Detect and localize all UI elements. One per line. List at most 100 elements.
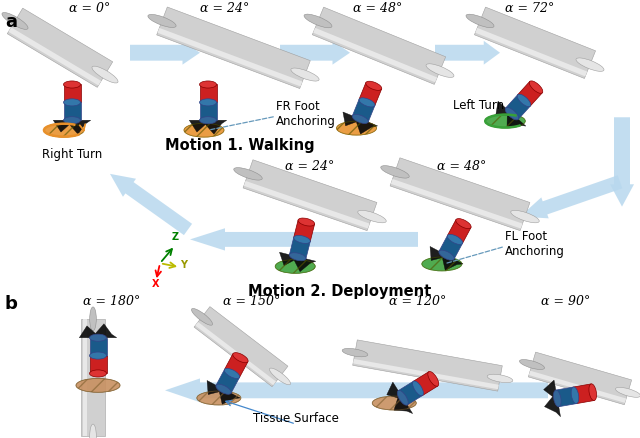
Ellipse shape <box>372 396 416 410</box>
Ellipse shape <box>554 390 561 407</box>
Polygon shape <box>194 307 288 387</box>
Ellipse shape <box>76 378 120 392</box>
Ellipse shape <box>233 353 248 363</box>
Polygon shape <box>476 28 588 76</box>
Polygon shape <box>398 381 422 405</box>
Text: α = 48°: α = 48° <box>353 2 403 15</box>
Polygon shape <box>447 220 471 244</box>
Polygon shape <box>430 247 463 270</box>
Ellipse shape <box>291 68 319 81</box>
Polygon shape <box>529 371 626 403</box>
Polygon shape <box>573 384 594 403</box>
Ellipse shape <box>422 257 462 271</box>
Ellipse shape <box>200 81 216 88</box>
Polygon shape <box>110 174 192 235</box>
Ellipse shape <box>466 14 494 28</box>
Ellipse shape <box>304 14 332 28</box>
Text: Y: Y <box>180 260 188 270</box>
Polygon shape <box>157 28 302 86</box>
Polygon shape <box>610 117 634 207</box>
Polygon shape <box>353 340 502 391</box>
Text: α = 24°: α = 24° <box>200 2 250 15</box>
Ellipse shape <box>2 13 28 29</box>
Ellipse shape <box>616 387 640 397</box>
Ellipse shape <box>184 123 224 137</box>
Polygon shape <box>413 372 438 396</box>
Text: α = 120°: α = 120° <box>389 295 447 308</box>
Ellipse shape <box>63 99 81 106</box>
Polygon shape <box>216 370 239 393</box>
Polygon shape <box>90 356 106 374</box>
Polygon shape <box>207 381 240 404</box>
Text: Left Turn: Left Turn <box>453 99 504 112</box>
Ellipse shape <box>529 81 543 93</box>
Ellipse shape <box>234 168 262 180</box>
Text: α = 0°: α = 0° <box>69 2 111 15</box>
Polygon shape <box>130 41 200 65</box>
Ellipse shape <box>426 64 454 78</box>
Polygon shape <box>556 387 577 407</box>
Ellipse shape <box>63 81 81 88</box>
Ellipse shape <box>200 99 216 106</box>
Polygon shape <box>53 120 91 134</box>
Ellipse shape <box>511 210 540 223</box>
Ellipse shape <box>275 259 316 273</box>
Ellipse shape <box>485 114 525 128</box>
Polygon shape <box>7 8 113 87</box>
Ellipse shape <box>358 210 386 223</box>
Polygon shape <box>312 7 445 85</box>
Ellipse shape <box>63 117 81 124</box>
Polygon shape <box>157 7 310 88</box>
Ellipse shape <box>505 107 518 120</box>
Text: FR Foot
Anchoring: FR Foot Anchoring <box>276 100 336 128</box>
Text: a: a <box>5 13 17 31</box>
Ellipse shape <box>148 14 176 28</box>
Polygon shape <box>435 41 500 65</box>
Polygon shape <box>520 175 622 219</box>
Ellipse shape <box>90 307 96 331</box>
Ellipse shape <box>289 253 306 261</box>
Polygon shape <box>313 28 437 82</box>
Ellipse shape <box>191 308 212 325</box>
Ellipse shape <box>224 368 240 378</box>
Ellipse shape <box>197 391 241 405</box>
Polygon shape <box>195 322 276 385</box>
Ellipse shape <box>342 349 368 357</box>
Text: Motion 1. Walking: Motion 1. Walking <box>165 138 315 153</box>
Polygon shape <box>518 81 542 106</box>
Ellipse shape <box>298 218 315 226</box>
Ellipse shape <box>294 235 310 244</box>
Text: α = 72°: α = 72° <box>506 2 555 15</box>
Ellipse shape <box>576 58 604 71</box>
Polygon shape <box>359 83 381 106</box>
Text: α = 150°: α = 150° <box>223 295 280 308</box>
Polygon shape <box>79 324 116 338</box>
Polygon shape <box>8 27 101 85</box>
Polygon shape <box>353 99 375 122</box>
Ellipse shape <box>92 66 118 83</box>
Ellipse shape <box>413 381 424 396</box>
Ellipse shape <box>200 117 216 124</box>
Ellipse shape <box>456 219 471 229</box>
Ellipse shape <box>337 121 376 135</box>
Ellipse shape <box>269 368 291 385</box>
Polygon shape <box>90 338 106 356</box>
Polygon shape <box>294 220 315 241</box>
Text: X: X <box>152 279 160 289</box>
Ellipse shape <box>365 81 381 90</box>
Polygon shape <box>63 102 81 120</box>
Polygon shape <box>81 319 105 436</box>
Ellipse shape <box>589 384 596 400</box>
Ellipse shape <box>90 424 96 438</box>
Ellipse shape <box>428 371 438 386</box>
Ellipse shape <box>216 384 231 394</box>
Polygon shape <box>280 252 316 272</box>
Ellipse shape <box>439 250 454 260</box>
Polygon shape <box>390 158 530 231</box>
Text: α = 48°: α = 48° <box>437 160 486 173</box>
Ellipse shape <box>359 98 375 107</box>
Ellipse shape <box>90 370 106 377</box>
Ellipse shape <box>381 166 409 178</box>
Text: α = 90°: α = 90° <box>541 295 591 308</box>
Polygon shape <box>63 85 81 102</box>
